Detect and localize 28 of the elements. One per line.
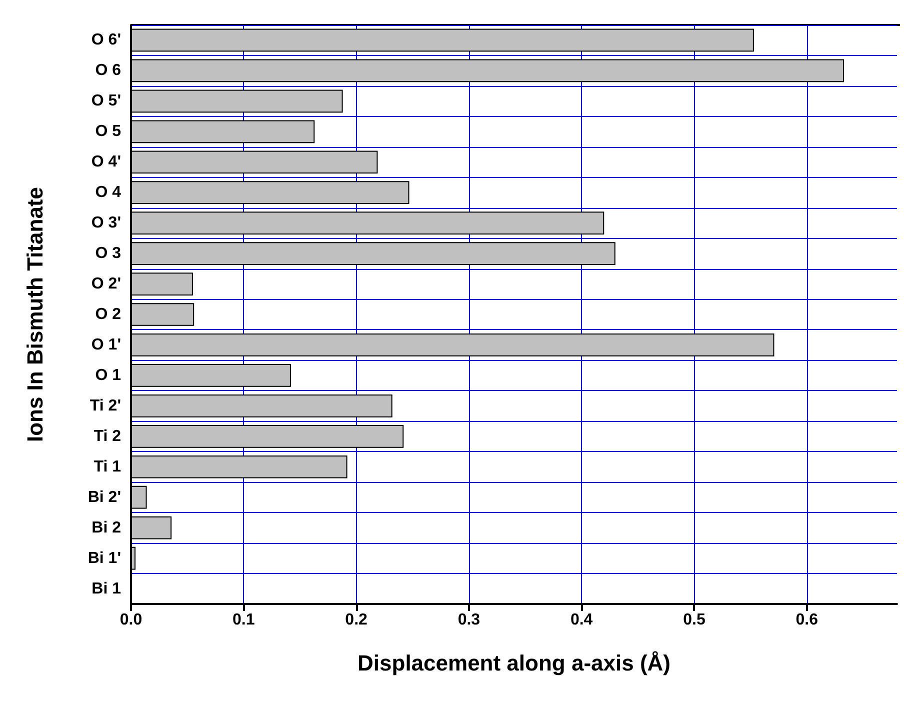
y-tick-label: O 1 [95, 366, 122, 384]
x-tick-label: 0.6 [796, 612, 818, 628]
x-tick-label: 0.2 [345, 612, 368, 628]
y-tick-label: Ti 1 [94, 458, 122, 476]
y-tick-label: Bi 1' [88, 550, 121, 567]
y-tick-label: Ti 2' [90, 397, 121, 414]
y-tick-label: O 6 [95, 62, 122, 80]
x-tick-label: 0.5 [683, 612, 706, 628]
y-tick-label: O 4 [95, 184, 122, 202]
x-tick-label: 0.1 [232, 612, 255, 628]
y-tick-label: O 6' [91, 32, 121, 49]
y-tick-label: O 2' [91, 276, 121, 293]
x-tick-label: 0.3 [458, 612, 480, 628]
y-tick-label: Bi 2 [92, 519, 122, 536]
x-tick-label: 0.4 [570, 612, 593, 628]
y-tick-label: Ti 2 [94, 428, 122, 445]
y-tick-label: O 1' [91, 336, 121, 354]
y-tick-label: O 5 [95, 123, 122, 140]
x-tick-label: 0.0 [120, 612, 142, 628]
y-tick-label: Bi 1 [92, 580, 122, 598]
y-tick-label: O 5' [91, 92, 121, 110]
y-tick-label: O 2 [95, 306, 122, 323]
y-tick-label: O 3 [95, 245, 122, 262]
y-tick-label: O 3' [91, 214, 121, 232]
x-axis-title: Displacement along a-axis (Å) [358, 650, 670, 676]
y-tick-label: O 4' [91, 154, 121, 171]
y-axis-title: Ions In Bismuth Titanate [22, 186, 48, 442]
y-tick-label: Bi 2' [88, 488, 121, 506]
